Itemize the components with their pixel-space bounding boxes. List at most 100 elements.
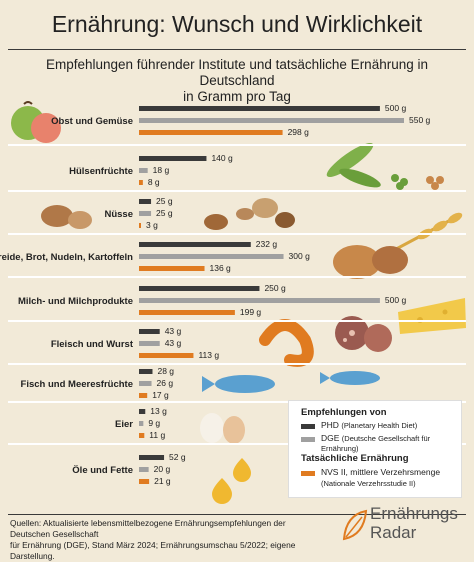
bar-dge <box>139 298 380 303</box>
bar-phd <box>139 369 153 374</box>
category-label: Obst und Gemüse <box>51 116 133 127</box>
bar-value-label: 26 g <box>157 378 174 388</box>
sausage-icon <box>259 316 392 367</box>
bar-dge <box>139 421 144 426</box>
bar-value-label: 550 g <box>409 115 431 125</box>
category-label: Fisch und Meeresfrüchte <box>21 379 133 390</box>
bar-value-label: 300 g <box>289 251 311 261</box>
bar-value-label: 9 g <box>148 418 160 428</box>
bar-nvs <box>139 393 148 398</box>
legend-item-dge: DGE (Deutsche Gesellschaft für Ernährung… <box>321 433 431 453</box>
egg-icon <box>200 413 245 444</box>
sources-line-2: für Ernährung (DGE), Stand März 2024; Er… <box>10 540 296 561</box>
bar-phd <box>139 286 260 291</box>
bar-dge <box>139 168 148 173</box>
sources-note: Quellen: Aktualisierte lebensmittelbezog… <box>10 518 320 562</box>
legend-heading-recommendations: Empfehlungen von <box>301 407 387 418</box>
bar-value-label: 298 g <box>288 127 310 137</box>
subtitle-line-2: in Gramm pro Tag <box>183 89 291 104</box>
divider-top <box>8 49 466 50</box>
bar-phd <box>139 199 152 204</box>
title-bar: Ernährung: Wunsch und Wirklichkeit <box>0 0 474 49</box>
subtitle-line-1: Empfehlungen führender Institute und tat… <box>45 57 428 88</box>
legend: Empfehlungen von PHD (Planetary Health D… <box>288 400 462 498</box>
bar-value-label: 52 g <box>169 452 186 462</box>
bar-phd <box>139 409 146 414</box>
bar-dge <box>139 211 152 216</box>
category-label: Getreide, Brot, Nudeln, Kartoffeln <box>0 252 133 263</box>
divider-bottom <box>8 514 466 515</box>
bar-dge <box>139 254 284 259</box>
bar-value-label: 20 g <box>154 464 171 474</box>
bar-phd <box>139 455 165 460</box>
brand-name-line-2: Radar <box>370 523 417 542</box>
legend-swatch-nvs <box>301 471 315 476</box>
bar-dge <box>139 341 160 346</box>
peas-icon <box>326 142 444 190</box>
sources-line-1: Quellen: Aktualisierte lebensmittelbezog… <box>10 518 286 539</box>
apple-icon <box>11 101 61 143</box>
chart-title: Ernährung: Wunsch und Wirklichkeit <box>51 11 423 37</box>
category-label: Eier <box>115 419 133 430</box>
bar-value-label: 136 g <box>210 263 232 273</box>
bar-phd <box>139 156 207 161</box>
bar-value-label: 232 g <box>256 239 278 249</box>
bar-value-label: 11 g <box>149 430 165 440</box>
legend-heading-actual: Tatsächliche Ernährung <box>301 453 409 464</box>
bar-value-label: 25 g <box>156 208 173 218</box>
bar-value-label: 28 g <box>157 366 174 376</box>
bread-icon <box>333 245 408 279</box>
fish-icon <box>202 371 380 393</box>
bar-phd <box>139 106 380 111</box>
legend-swatch-phd <box>301 424 315 429</box>
category-label: Hülsenfrüchte <box>69 166 133 177</box>
bar-value-label: 3 g <box>146 220 158 230</box>
bar-dge <box>139 467 149 472</box>
bar-value-label: 199 g <box>240 307 262 317</box>
bar-nvs <box>139 353 194 358</box>
category-label: Fleisch und Wurst <box>51 339 134 350</box>
bar-value-label: 17 g <box>152 390 169 400</box>
bar-value-label: 43 g <box>165 326 182 336</box>
category-label: Milch- und Milchprodukte <box>18 296 133 307</box>
bar-value-label: 500 g <box>385 295 407 305</box>
category-label: Öle und Fette <box>72 465 133 476</box>
bar-nvs <box>139 130 283 135</box>
bar-phd <box>139 242 251 247</box>
oil-drop-icon <box>212 458 251 504</box>
bar-nvs <box>139 180 143 185</box>
bar-value-label: 18 g <box>153 165 170 175</box>
category-labels: Obst und Gemüse Hülsenfrüchte Nüsse Getreid… <box>0 116 134 476</box>
legend-item-phd: PHD (Planetary Health Diet) <box>321 420 418 430</box>
bar-nvs <box>139 433 145 438</box>
bar-dge <box>139 118 404 123</box>
chart-subtitle: Empfehlungen führender Institute und tat… <box>20 57 454 105</box>
legend-item-nvs-sub: (Nationale Verzehrsstudie II) <box>321 479 416 488</box>
brand-logo: Ernährungs Radar <box>340 504 470 547</box>
bar-value-label: 113 g <box>198 350 219 360</box>
bar-nvs <box>139 266 205 271</box>
legend-item-nvs: NVS II, mittlere Verzehrsmenge <box>321 467 441 477</box>
bar-dge <box>139 381 152 386</box>
bar-value-label: 250 g <box>264 283 286 293</box>
food-illustrations <box>11 101 466 504</box>
brand-name-line-1: Ernährungs <box>370 504 458 523</box>
bar-value-label: 21 g <box>154 476 171 486</box>
bar-value-label: 43 g <box>165 338 182 348</box>
cheese-icon <box>398 298 466 334</box>
brand-leaf-icon <box>342 509 368 541</box>
category-label: Nüsse <box>104 209 133 220</box>
legend-swatch-dge <box>301 437 315 442</box>
bar-value-label: 8 g <box>148 177 160 187</box>
bar-nvs <box>139 310 235 315</box>
bar-nvs <box>139 223 141 228</box>
bar-nvs <box>139 479 150 484</box>
nuts-icon <box>41 198 295 230</box>
bar-value-label: 25 g <box>156 196 173 206</box>
bar-phd <box>139 329 160 334</box>
bar-value-label: 500 g <box>385 103 407 113</box>
bar-value-label: 13 g <box>150 406 167 416</box>
bar-value-label: 140 g <box>211 153 233 163</box>
